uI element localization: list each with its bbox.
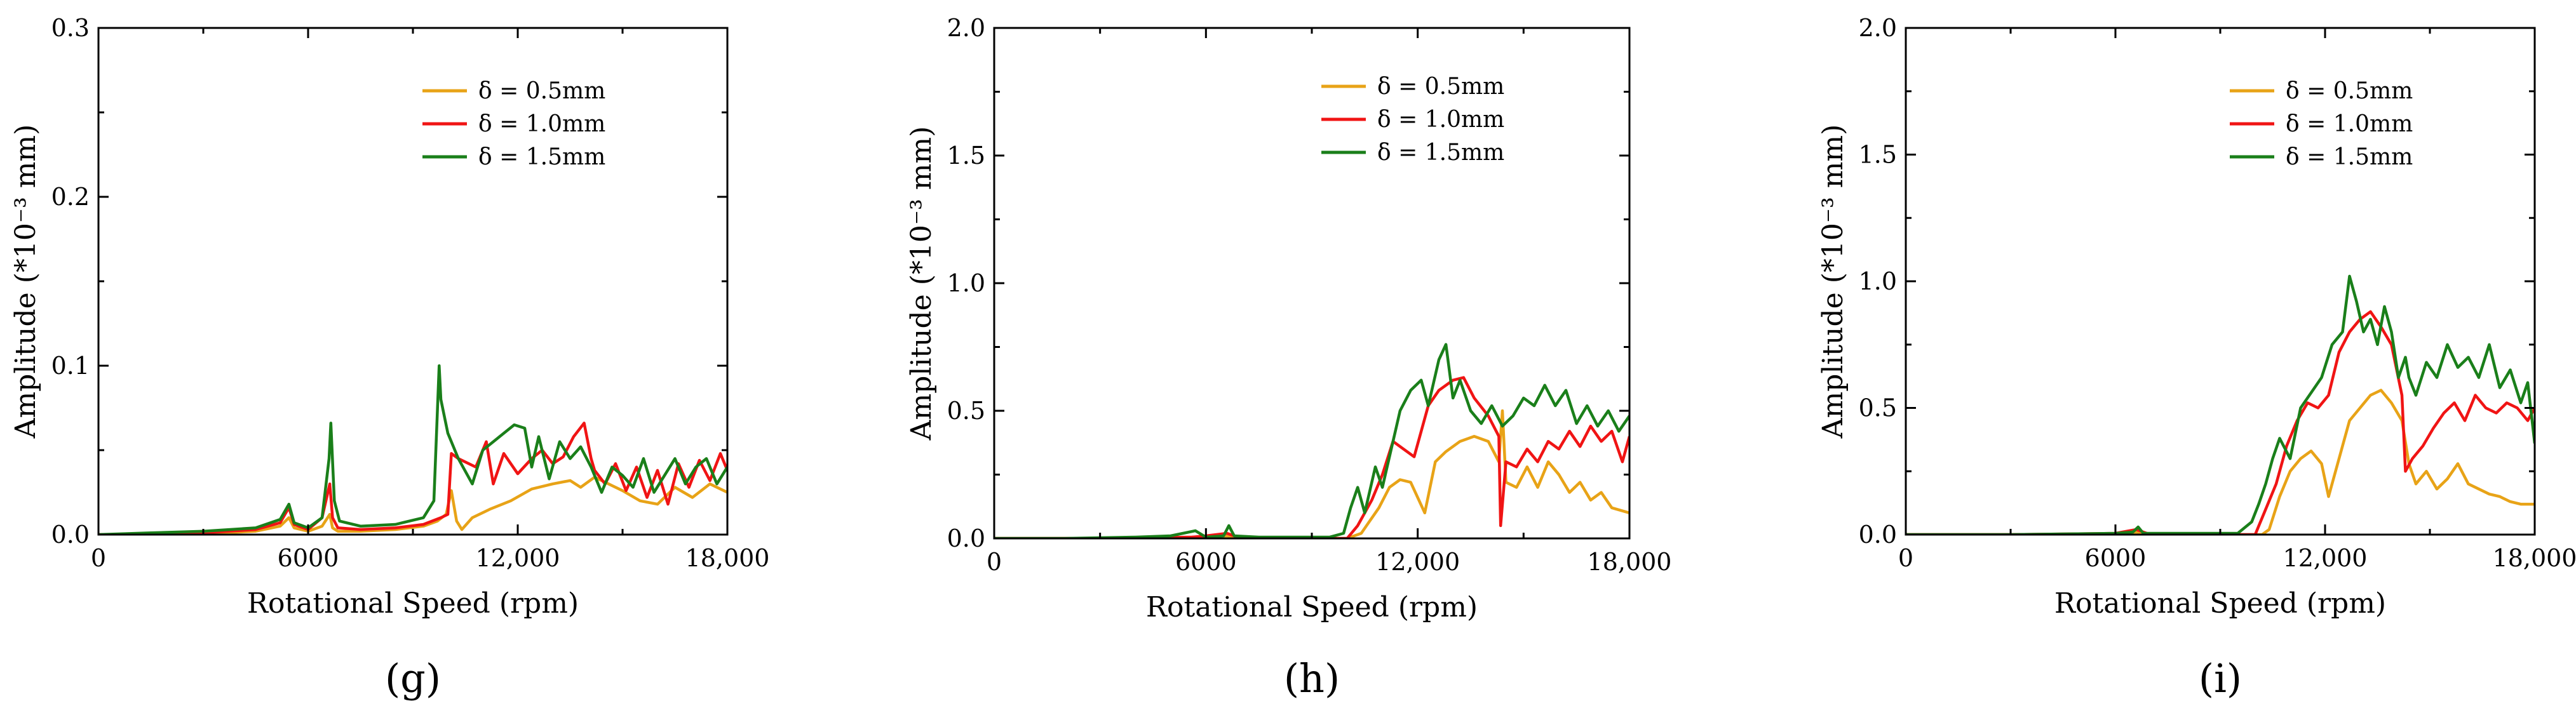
series-line-2-1 (1906, 310, 2535, 535)
series-line-1-0 (994, 409, 1629, 538)
series-line-0-2 (98, 364, 727, 535)
y-tick-label: 0.5 (947, 397, 985, 425)
y-tick-label: 1.0 (947, 269, 985, 297)
x-tick-label: 12,000 (476, 544, 560, 572)
legend-label: δ = 1.5mm (2286, 144, 2413, 170)
y-axis-label: Amplitude (*10⁻³ mm) (10, 124, 42, 439)
x-tick-label: 18,000 (685, 544, 770, 572)
legend-label: δ = 0.5mm (1377, 74, 1504, 100)
x-tick-label: 6000 (1175, 548, 1237, 576)
y-tick-label: 0.2 (51, 183, 90, 211)
legend-label: δ = 0.5mm (478, 78, 605, 104)
legend-label: δ = 1.5mm (1377, 140, 1504, 166)
x-tick-label: 18,000 (1588, 548, 1672, 576)
legend-label: δ = 1.0mm (2286, 111, 2413, 137)
y-tick-label: 0.3 (51, 14, 90, 42)
x-tick-label: 12,000 (1375, 548, 1460, 576)
panel-label: (g) (385, 655, 441, 702)
series-line-2-0 (1906, 389, 2535, 535)
y-tick-label: 2.0 (947, 14, 985, 42)
y-tick-label: 1.5 (947, 142, 985, 170)
panel-label: (i) (2199, 655, 2242, 702)
y-tick-label: 0.5 (1859, 394, 1897, 422)
y-axis-label: Amplitude (*10⁻³ mm) (1817, 124, 1849, 439)
y-tick-label: 0.1 (51, 352, 90, 380)
panel-label: (h) (1284, 655, 1340, 702)
x-tick-label: 18,000 (2493, 544, 2576, 572)
y-tick-label: 0.0 (947, 524, 985, 552)
y-axis-label: Amplitude (*10⁻³ mm) (905, 126, 938, 441)
x-axis-label: Rotational Speed (rpm) (247, 587, 579, 620)
y-tick-label: 1.0 (1859, 267, 1897, 295)
x-tick-label: 12,000 (2283, 544, 2368, 572)
y-tick-label: 2.0 (1859, 14, 1897, 42)
legend-label: δ = 1.0mm (1377, 107, 1504, 133)
x-tick-label: 0 (1898, 544, 1913, 572)
x-tick-label: 6000 (278, 544, 339, 572)
x-tick-label: 0 (987, 548, 1002, 576)
x-tick-label: 0 (91, 544, 106, 572)
legend-label: δ = 1.0mm (478, 111, 605, 137)
chart-panel-1: 0 6000 12,000 18,000 0.0 0.5 1.0 1.5 2.0 Rotation… (905, 14, 1671, 702)
series-line-1-2 (994, 343, 1629, 538)
legend-label: δ = 1.5mm (478, 144, 605, 170)
x-tick-label: 6000 (2085, 544, 2147, 572)
series-line-0-0 (98, 476, 727, 535)
plot-frame (1905, 27, 2536, 536)
y-tick-label: 0.0 (1859, 521, 1897, 549)
series-line-2-2 (1906, 274, 2535, 535)
x-axis-label: Rotational Speed (rpm) (2054, 587, 2386, 620)
chart-panel-2: 0 6000 12,000 18,000 0.0 0.5 1.0 1.5 2.0 Rotation… (1817, 14, 2576, 702)
chart-panel-0: 0 6000 12,000 18,000 0.0 0.1 0.2 0.3 Rotational … (10, 14, 769, 702)
plot-frame (993, 27, 1631, 540)
plot-frame (97, 27, 729, 536)
series-line-1-1 (994, 376, 1629, 538)
series-line-0-1 (98, 422, 727, 535)
y-tick-label: 1.5 (1859, 141, 1897, 169)
legend-label: δ = 0.5mm (2286, 78, 2413, 104)
y-tick-label: 0.0 (51, 521, 90, 549)
x-axis-label: Rotational Speed (rpm) (1146, 591, 1478, 623)
